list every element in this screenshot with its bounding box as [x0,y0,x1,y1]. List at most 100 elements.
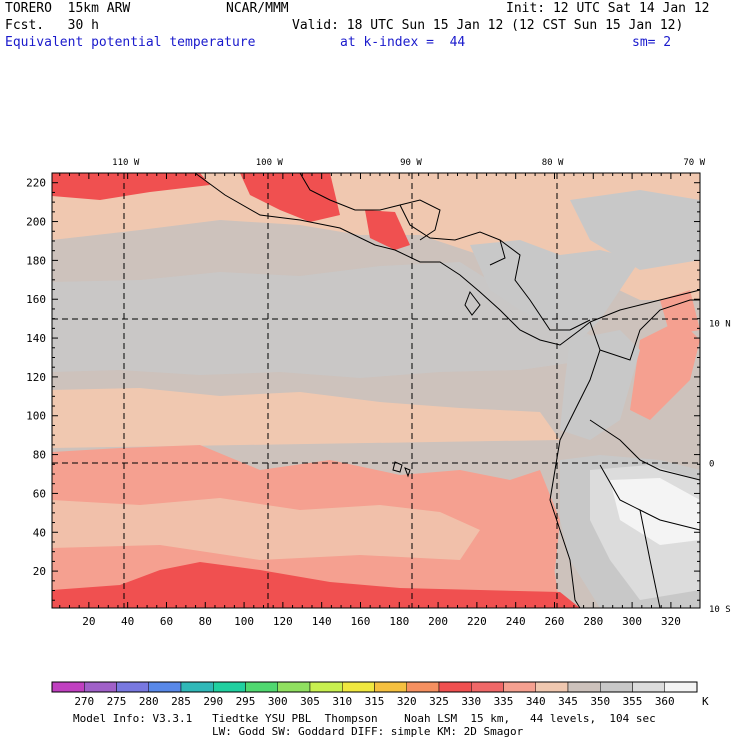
y-tick-label: 160 [26,293,46,306]
colorbar-swatch [406,681,440,693]
colorbar-label: 270 [74,695,94,708]
colorbar-swatch [600,681,633,693]
colorbar-label: 320 [397,695,417,708]
colorbar-unit: K [702,695,709,708]
colorbar-swatch [438,681,472,693]
x-tick-label: 320 [661,615,681,628]
caribbean-grey [570,190,700,270]
field-name: Equivalent potential temperature [5,35,256,50]
colorbar-label: 355 [623,695,643,708]
valid-time: Valid: 18 UTC Sun 15 Jan 12 (12 CST Sun … [292,18,684,33]
north-hot-strip [52,173,210,200]
colorbar-frame [51,681,698,693]
y-tick-label: 60 [33,487,46,500]
y-tick-label: 80 [33,449,46,462]
x-tick-label: 300 [622,615,642,628]
latitude-label: 10 N [709,320,731,330]
y-tick-label: 220 [26,177,46,190]
x-tick-label: 180 [389,615,409,628]
longitude-label: 70 W [683,158,705,168]
x-tick-label: 160 [351,615,371,628]
plot-frame [51,172,701,609]
colorbar-swatch [309,681,343,693]
colorbar-label: 325 [429,695,449,708]
y-tick-label: 200 [26,216,46,229]
galapagos-2 [404,467,411,478]
colorbar-label: 280 [139,695,159,708]
colorbar-label: 300 [268,695,288,708]
colorbar-label: 350 [590,695,610,708]
south-america-west-coast [549,321,601,609]
y-tick-label: 120 [26,371,46,384]
x-tick-label: 260 [545,615,565,628]
x-tick-label: 40 [121,615,134,628]
yucatan-coast [399,199,441,241]
graticule [52,173,700,608]
y-tick-label: 100 [26,410,46,423]
x-tick-label: 120 [273,615,293,628]
x-tick-label: 140 [312,615,332,628]
colorbar-swatch [567,681,601,693]
colorbar-swatch [503,681,536,693]
colorbar: 270 275 280 285 290 295 300 305 310 315 320 325 330 3… [51,681,709,708]
colorbar-label: 340 [526,695,546,708]
peru-warm-patch [495,470,560,570]
equatorial-mild-band [52,388,560,448]
x-tick-label: 60 [160,615,173,628]
field-shading [52,173,700,608]
galapagos-1 [392,461,403,473]
colorbar-swatch [632,681,665,693]
north-mild-band [52,173,700,300]
colorbar-label: 310 [332,695,352,708]
colorbar-swatch [277,681,311,693]
longitude-label: 90 W [400,158,422,168]
colorbar-label: 290 [203,695,223,708]
ecuador-border [589,419,701,481]
colorbar-label: 295 [236,695,256,708]
colorbar-swatch [535,681,569,693]
colorbar-swatch [374,681,407,693]
amazon-white-region [610,478,700,545]
x-tick-label: 240 [506,615,526,628]
colorbar-label: 285 [171,695,191,708]
brazil-border [639,509,661,609]
lake-nicaragua [464,290,481,316]
level-label: at k-index = 44 [340,35,466,50]
colombia-grey [560,330,640,440]
colorbar-swatch [245,681,278,693]
tropical-grey-band [52,262,600,378]
colombia-north-border [599,299,700,361]
colorbar-label: 275 [107,695,127,708]
latitude-label: 10 S [709,605,731,615]
x-tick-label: 100 [234,615,254,628]
x-tick-label: 220 [467,615,487,628]
x-tick-label: 200 [428,615,448,628]
longitude-label: 100 W [256,158,284,168]
y-tick-label: 140 [26,332,46,345]
coastlines [194,172,701,609]
colorbar-swatch [471,681,504,693]
colorbar-swatch [664,681,698,693]
colorbar-swatch [51,681,85,693]
colorbar-swatch [180,681,214,693]
venezuela-warm-patch [660,290,700,335]
latitude-label: 0 [709,459,714,469]
colorbar-label: 305 [300,695,320,708]
colorbar-label: 315 [365,695,385,708]
model-name: TORERO 15km ARW [5,1,131,16]
guatemala-hot-patch [365,210,410,250]
y-tick-label: 180 [26,254,46,267]
south-hot-band [52,562,580,608]
colorbar-swatch [116,681,149,693]
central-america-grey [470,240,640,340]
model-info-line2: LW: Godd SW: Goddard DIFF: simple KM: 2D… [212,725,524,738]
south-mild-patch [52,498,480,560]
mexico-hot-patch [240,173,340,222]
colorbar-swatch [84,681,117,693]
pacific-coast [194,172,701,346]
colorbar-label: 345 [558,695,578,708]
smoothing-label: sm= 2 [632,35,672,50]
x-tick-label: 20 [82,615,95,628]
colombia-warm-patch [630,320,700,420]
